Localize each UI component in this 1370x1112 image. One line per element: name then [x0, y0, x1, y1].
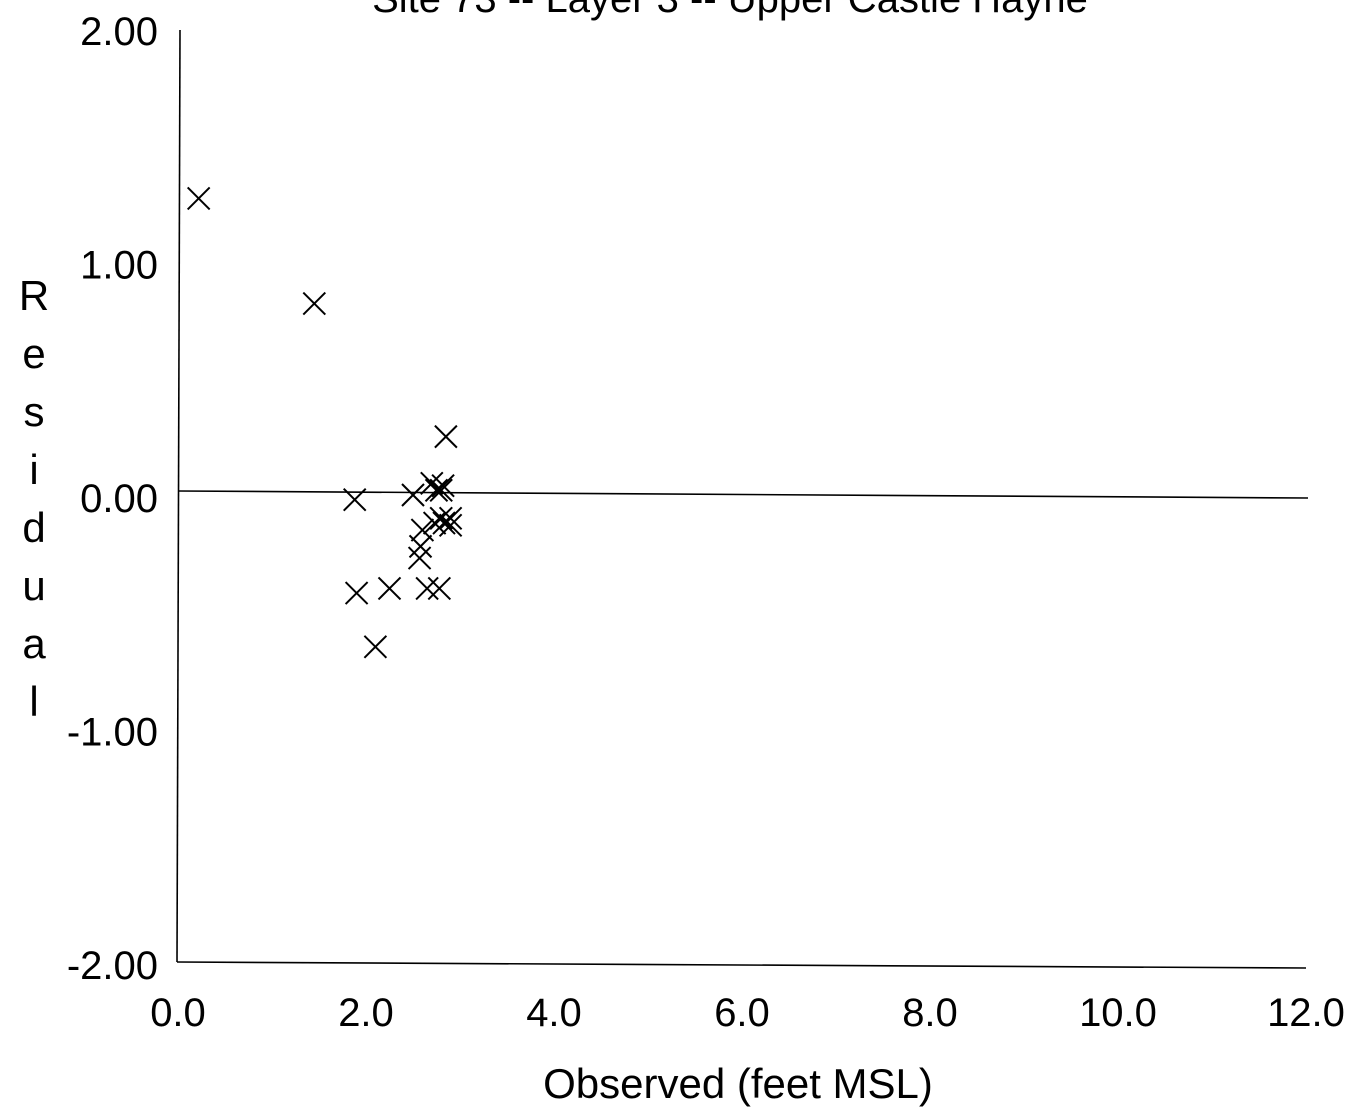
- x-axis-line: [176, 961, 1307, 969]
- y-axis-label-letter: d: [22, 504, 45, 551]
- data-point: [429, 506, 453, 531]
- data-point: [438, 506, 463, 531]
- data-point: [408, 534, 433, 559]
- chart-title: Site 73 -- Layer 3 -- Upper Castle Hayne: [372, 0, 1088, 21]
- x-tick-label: 6.0: [714, 991, 770, 1035]
- data-point: [302, 291, 327, 316]
- data-point: [363, 635, 388, 659]
- x-tick-label: 8.0: [902, 991, 958, 1035]
- y-axis-label-letter: i: [29, 446, 38, 493]
- x-tick-label: 10.0: [1079, 991, 1157, 1035]
- data-point: [434, 424, 458, 449]
- x-tick-label: 2.0: [338, 991, 394, 1035]
- y-axis-line: [176, 29, 181, 963]
- y-tick-label: -2.00: [67, 944, 158, 988]
- y-axis-label-letter: a: [22, 620, 46, 667]
- data-point: [377, 576, 402, 601]
- data-point: [401, 483, 425, 507]
- data-point: [432, 511, 456, 535]
- x-tick-label: 4.0: [526, 991, 582, 1035]
- data-point: [431, 473, 455, 498]
- data-point: [424, 478, 449, 503]
- y-tick-label: -1.00: [67, 711, 158, 755]
- zero-reference-line: [177, 490, 1309, 499]
- data-point: [344, 581, 369, 605]
- data-point: [427, 576, 452, 601]
- y-axis-label-letter: u: [22, 562, 45, 609]
- data-points: [186, 186, 463, 659]
- data-point: [429, 478, 453, 503]
- y-tick-label: 0.00: [80, 477, 158, 521]
- data-point: [343, 487, 367, 512]
- x-axis-label: Observed (feet MSL): [543, 1060, 933, 1107]
- data-point: [422, 511, 447, 535]
- x-tick-label: 12.0: [1267, 991, 1345, 1035]
- data-point: [415, 576, 439, 601]
- x-tick-label: 0.0: [150, 991, 206, 1035]
- data-point: [407, 546, 432, 570]
- y-axis-label-letter: s: [24, 388, 45, 435]
- data-point: [438, 513, 463, 538]
- y-axis-label-letter: R: [19, 272, 49, 319]
- y-tick-label: 2.00: [80, 10, 158, 54]
- x-tick-labels: 0.0 2.0 4.0 6.0 8.0 10.0 12.0: [150, 991, 1345, 1035]
- y-axis-label-letter: l: [29, 678, 38, 725]
- y-tick-label: 1.00: [80, 244, 158, 288]
- data-point: [186, 186, 211, 211]
- y-axis-label-letter: e: [22, 330, 45, 377]
- y-tick-labels: 2.00 1.00 0.00 -1.00 -2.00: [67, 10, 158, 988]
